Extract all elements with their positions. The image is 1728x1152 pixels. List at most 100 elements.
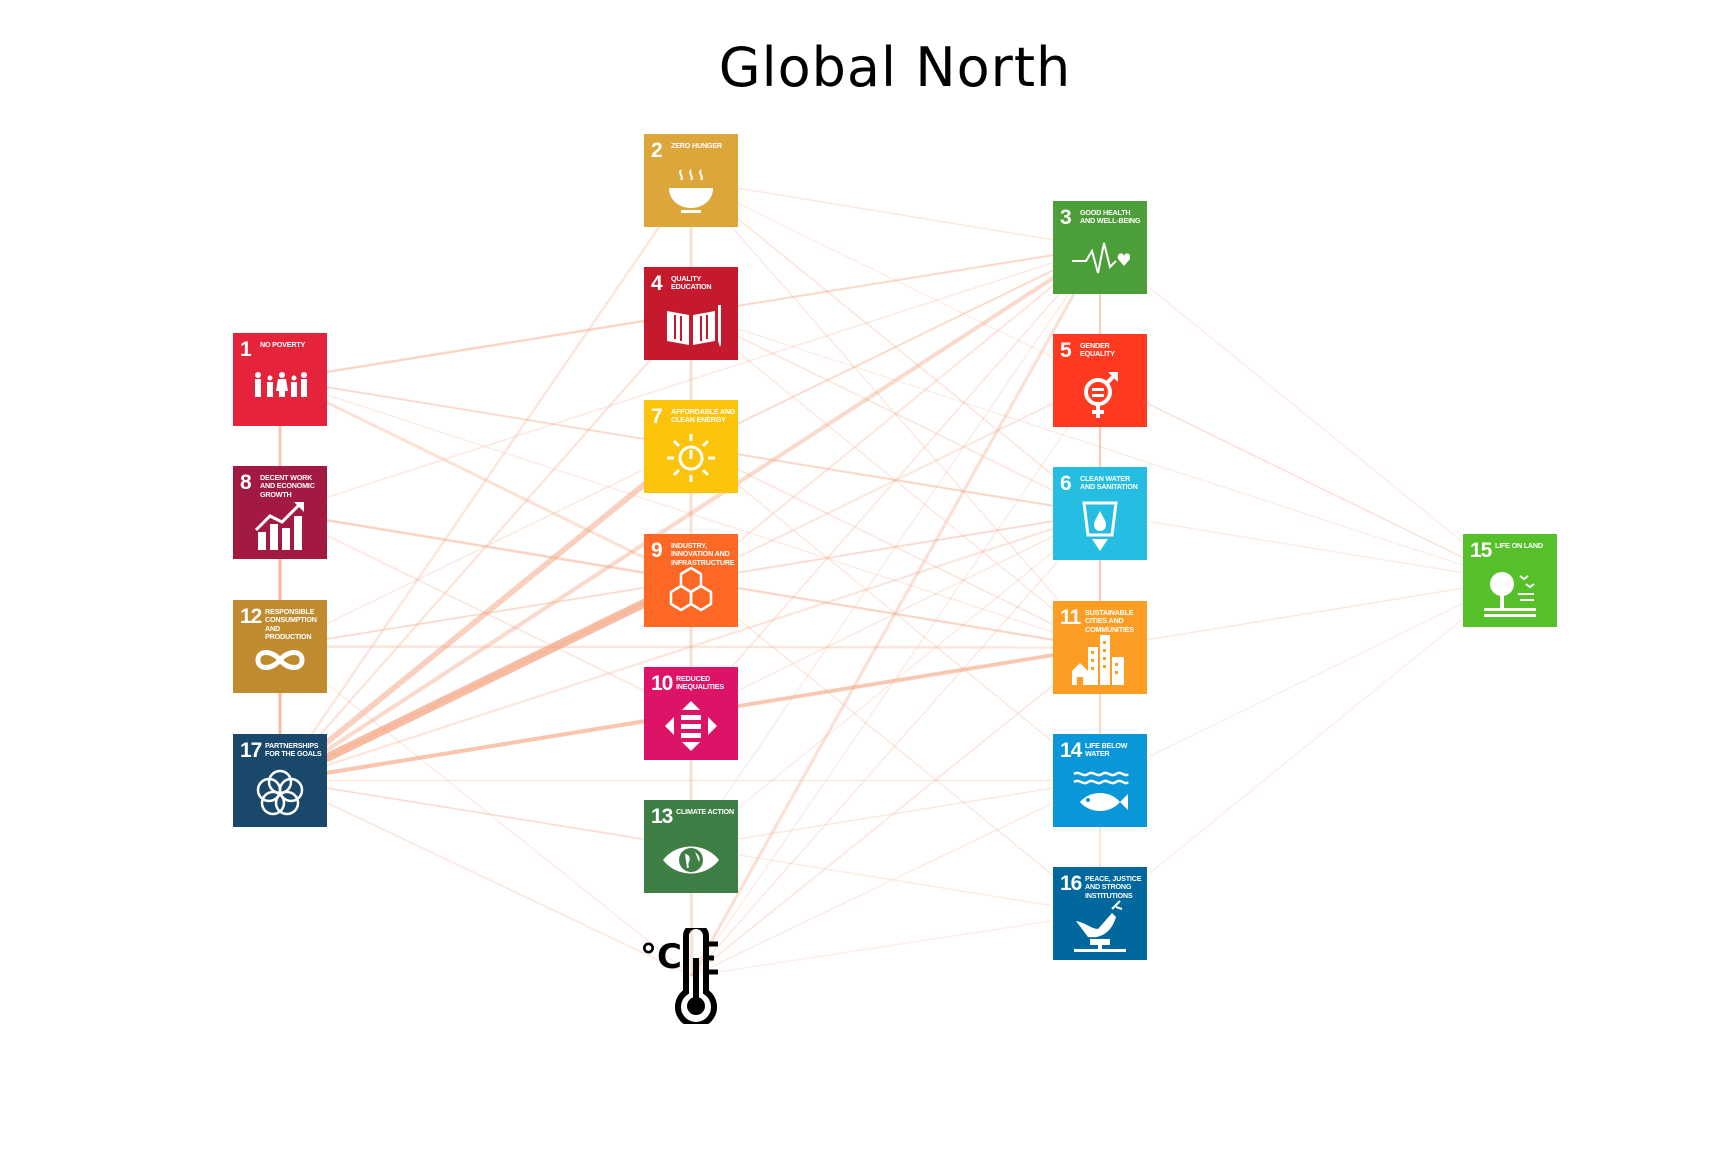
edge-7-14 bbox=[690, 445, 1101, 782]
goal-number: 10 bbox=[651, 672, 673, 695]
edge-4-11 bbox=[690, 312, 1101, 649]
goal-label: Life on Land bbox=[1495, 541, 1543, 550]
edge-10-11 bbox=[690, 645, 1101, 716]
goal-number: 15 bbox=[1470, 539, 1492, 562]
infinity-icon bbox=[255, 650, 305, 670]
goal-label: Peace, Justice and Strong Institutions bbox=[1085, 874, 1142, 900]
edge-17-7 bbox=[278, 444, 693, 783]
goal-number: 16 bbox=[1060, 872, 1082, 895]
edge-7-3 bbox=[690, 246, 1101, 448]
goal-number: 1 bbox=[240, 338, 252, 361]
edge-2-3 bbox=[690, 179, 1101, 249]
sdg-tile-5: 5 Gender Equality bbox=[1053, 334, 1147, 427]
edge-5-15 bbox=[1099, 379, 1511, 582]
edge-17-6 bbox=[279, 512, 1101, 782]
thermometer-icon: °C bbox=[640, 928, 718, 1024]
city-icon bbox=[1072, 635, 1124, 685]
goal-number: 11 bbox=[1060, 606, 1081, 629]
edge-16-15 bbox=[1099, 580, 1511, 914]
sdg-tile-4: 4 Quality Education bbox=[644, 267, 738, 360]
edge-9-11 bbox=[690, 579, 1101, 649]
edge-17-2 bbox=[279, 179, 692, 782]
sdg-tile-1: 1 No Poverty bbox=[233, 333, 327, 426]
edge-4-3 bbox=[690, 246, 1101, 315]
goal-number: 7 bbox=[651, 405, 663, 428]
rings-icon bbox=[256, 769, 304, 816]
fish-icon bbox=[1073, 771, 1129, 811]
goal-number: 6 bbox=[1060, 472, 1072, 495]
sdg-tile-3: 3 Good Health and Well-Being bbox=[1053, 201, 1147, 294]
sdg-tile-15: 15 Life on Land bbox=[1463, 534, 1557, 627]
sdg-tile-2: 2 Zero Hunger bbox=[644, 134, 738, 227]
edge-13-14 bbox=[690, 779, 1101, 848]
edge-2-11 bbox=[690, 179, 1101, 649]
edge-T-5 bbox=[691, 380, 1101, 977]
sdg-tile-8: 8 Decent Work and Economic Growth bbox=[233, 466, 327, 559]
edge-4-15 bbox=[690, 312, 1511, 582]
edge-9-16 bbox=[690, 579, 1101, 915]
goal-label: Climate Action bbox=[676, 807, 734, 816]
water-icon bbox=[1082, 501, 1118, 551]
edge-11-15 bbox=[1099, 579, 1511, 649]
goal-number: 17 bbox=[240, 739, 262, 762]
goal-label: No Poverty bbox=[260, 340, 306, 349]
edge-8-3 bbox=[279, 246, 1101, 514]
goal-label: Decent Work and Economic Growth bbox=[260, 473, 315, 499]
edge-17-13 bbox=[279, 779, 692, 848]
edge-T-16 bbox=[691, 912, 1101, 977]
edge-1-4 bbox=[279, 312, 692, 381]
edge-T-3 bbox=[690, 246, 1102, 977]
edge-17-9 bbox=[278, 576, 693, 785]
edge-12-T bbox=[279, 645, 693, 977]
goal-label: Industry, Innovation and Infrastructure bbox=[671, 541, 735, 567]
edge-17-3 bbox=[278, 245, 1102, 783]
goal-label: Zero Hunger bbox=[671, 141, 722, 150]
edge-17-T bbox=[279, 779, 693, 977]
edge-10-3 bbox=[690, 246, 1101, 715]
edge-6-15 bbox=[1099, 512, 1511, 582]
edge-layer bbox=[277, 179, 1511, 977]
edge-T-14 bbox=[691, 779, 1101, 977]
sdg-tile-9: 9 Industry, Innovation and Infrastructure bbox=[644, 534, 738, 627]
goal-number: 2 bbox=[651, 139, 663, 162]
edge-2-6 bbox=[690, 179, 1101, 515]
growth-chart-icon bbox=[254, 502, 304, 550]
edge-7-6 bbox=[690, 445, 1101, 515]
goal-number: 14 bbox=[1060, 739, 1082, 762]
goal-label: Affordable and Clean Energy bbox=[671, 407, 736, 425]
tree-icon bbox=[1484, 572, 1536, 617]
edge-10-6 bbox=[690, 512, 1101, 715]
edge-1-11 bbox=[279, 378, 1101, 649]
sdg-tile-10: 10 Reduced Inequalities bbox=[644, 667, 738, 760]
dove-icon bbox=[1074, 900, 1126, 952]
edge-8-9 bbox=[279, 511, 692, 582]
goal-number: 13 bbox=[651, 805, 673, 828]
edge-9-3 bbox=[690, 246, 1101, 582]
goal-number: 12 bbox=[240, 605, 262, 628]
edge-13-3 bbox=[690, 247, 1101, 847]
goal-number: 8 bbox=[240, 471, 252, 494]
goal-number: 4 bbox=[651, 272, 663, 295]
edge-14-15 bbox=[1099, 579, 1511, 782]
book-icon bbox=[667, 305, 721, 347]
bowl-icon bbox=[669, 169, 713, 213]
edge-1-9 bbox=[279, 378, 692, 582]
goal-number: 5 bbox=[1060, 339, 1072, 362]
edge-1-7 bbox=[279, 378, 692, 448]
edge-17-4 bbox=[279, 312, 692, 782]
edge-T-6 bbox=[691, 512, 1101, 977]
sun-power-icon bbox=[667, 434, 715, 482]
goal-label: Reduced Inequalities bbox=[676, 674, 724, 692]
sdg-tile-14: 14 Life Below Water bbox=[1053, 734, 1147, 827]
cubes-icon bbox=[669, 566, 713, 612]
edge-4-6 bbox=[690, 312, 1101, 515]
arrows-icon bbox=[665, 701, 717, 751]
sdg-tile-16: 16 Peace, Justice and Strong Institutions bbox=[1053, 867, 1147, 960]
eye-globe-icon bbox=[663, 846, 719, 874]
goal-label: Clean Water and Sanitation bbox=[1080, 474, 1138, 492]
people-icon bbox=[255, 372, 307, 397]
temperature-unit: °C bbox=[640, 937, 682, 977]
edge-T-11 bbox=[691, 646, 1101, 977]
edge-8-10 bbox=[279, 511, 692, 715]
goal-number: 3 bbox=[1060, 206, 1072, 229]
